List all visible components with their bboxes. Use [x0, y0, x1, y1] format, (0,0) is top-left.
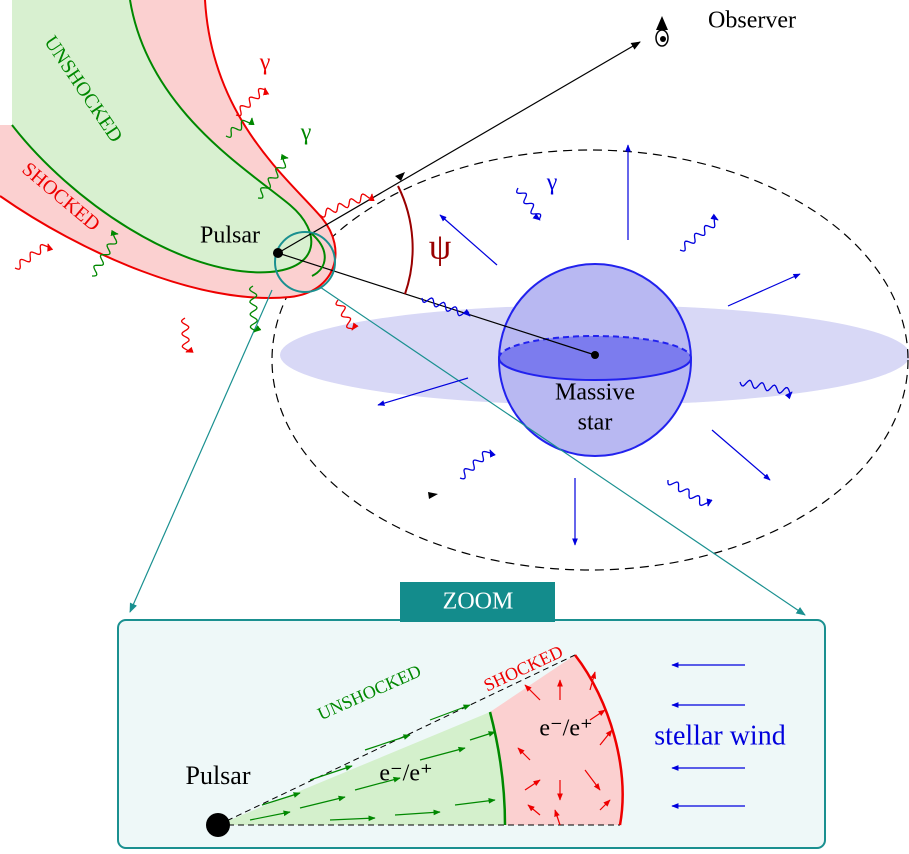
observer-label: Observer [708, 8, 796, 34]
arrow [728, 274, 800, 306]
particle-label: e⁻/e⁺ [539, 716, 592, 742]
zoom-connector [130, 290, 272, 612]
photon [680, 218, 718, 251]
line-of-sight [278, 42, 640, 253]
pulsar-dot [206, 813, 230, 837]
star-center [591, 351, 599, 359]
diagram: Observer UNSHOCKED SHOCKED γ γ γ Pulsar … [0, 0, 909, 854]
photon [460, 450, 491, 479]
pulsar-label: Pulsar [200, 223, 260, 249]
star-label: Massive [555, 380, 635, 406]
observer-eye [656, 16, 668, 46]
gamma-label: γ [546, 170, 558, 196]
particle-label: e⁻/e⁺ [379, 761, 432, 787]
star-label: star [578, 410, 613, 436]
zoom-title: ZOOM [443, 589, 514, 615]
gamma-label: γ [259, 50, 271, 76]
photon [668, 480, 709, 506]
orbit-arrow [428, 492, 438, 499]
gamma-label: γ [300, 120, 312, 146]
arrow [712, 430, 770, 480]
angle-label: ψ [429, 226, 452, 266]
photon [236, 88, 265, 116]
wind-label: stellar wind [654, 720, 785, 751]
angle-arc [398, 186, 413, 294]
pulsar-label: Pulsar [186, 761, 251, 790]
photon [182, 318, 190, 352]
photon [15, 244, 49, 269]
photon [517, 188, 541, 220]
pulsar-dot [273, 248, 283, 258]
